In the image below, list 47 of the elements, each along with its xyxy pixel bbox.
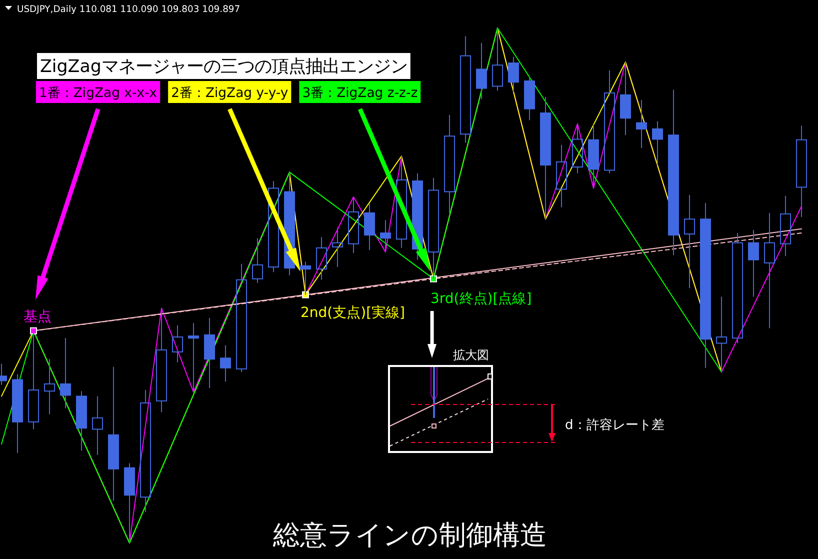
candlestick — [188, 322, 199, 393]
candlestick — [636, 100, 647, 148]
candlestick — [716, 296, 727, 372]
candlestick — [684, 194, 695, 289]
candlestick — [700, 202, 711, 368]
candlestick — [444, 114, 455, 214]
title: 総意ラインの制御構造 — [273, 520, 547, 551]
candlestick — [268, 180, 279, 273]
candlestick — [348, 196, 359, 254]
candlestick — [476, 42, 487, 100]
candlestick — [668, 89, 679, 256]
candlestick — [204, 317, 215, 388]
candlestick — [380, 220, 391, 252]
candlestick — [620, 62, 631, 136]
candlestick — [124, 462, 135, 544]
candlestick — [60, 338, 71, 409]
candlestick — [172, 324, 183, 363]
candlestick — [140, 390, 151, 513]
candlestick — [108, 366, 119, 502]
candlestick — [220, 344, 231, 382]
candlestick — [76, 390, 87, 452]
candlestick — [44, 358, 55, 415]
candlestick — [460, 36, 471, 144]
candlestick — [796, 125, 807, 218]
candlestick — [316, 236, 327, 280]
annotation: d：許容レート差 — [565, 418, 664, 433]
candlestick — [652, 120, 663, 166]
subtitle: ZigZagマネージャーの三つの頂点抽出エンジン — [37, 53, 410, 79]
candlestick — [748, 229, 759, 298]
label: 基点 — [24, 308, 52, 325]
candlestick — [780, 195, 791, 257]
candlestick — [764, 212, 775, 329]
annotation: USDJPY,Daily 110.081 110.090 109.803 109.897 — [17, 4, 240, 15]
candlestick — [572, 123, 583, 174]
candlestick — [556, 144, 567, 208]
candlestick — [156, 308, 167, 413]
legend: 1番：ZigZag x-x-x 2番：ZigZag y-y-y 3番：ZigZag z-z-z — [36, 81, 421, 103]
candlestick — [332, 227, 343, 268]
label: 3rd(終点)[点線] — [430, 290, 532, 307]
candlestick — [92, 396, 103, 456]
candlestick — [588, 124, 599, 189]
annotation: 拡大図 — [453, 348, 489, 362]
candlestick — [492, 28, 503, 92]
candlestick — [540, 96, 551, 220]
candlestick — [12, 374, 23, 454]
label: 2nd(支点)[実線] — [300, 304, 406, 321]
candlestick — [364, 202, 375, 250]
